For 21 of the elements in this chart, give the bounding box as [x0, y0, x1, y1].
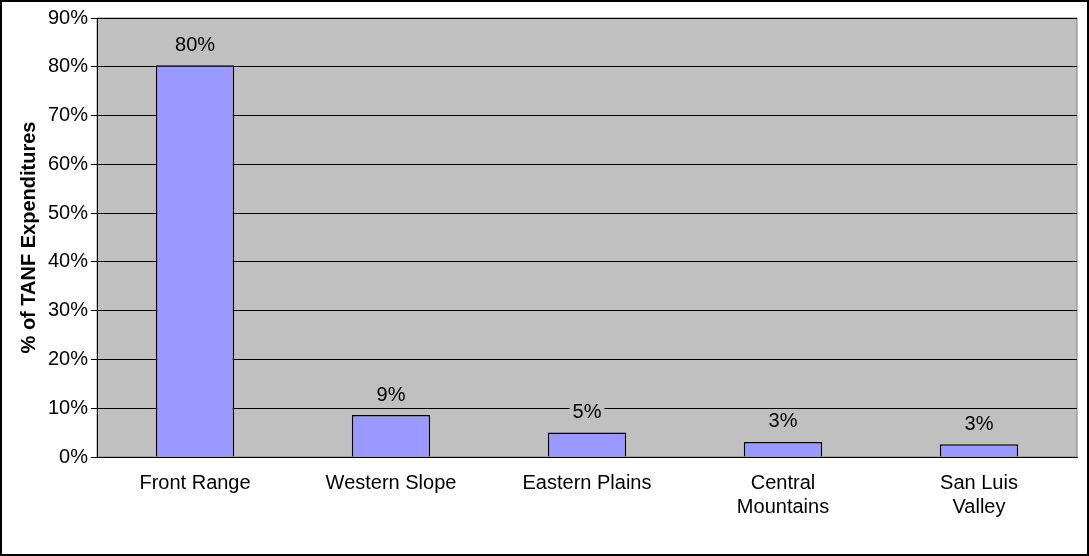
y-tick-label: 50%: [48, 200, 89, 223]
x-tick-label: Central Mountains: [736, 470, 830, 517]
y-tick-label: 70%: [48, 103, 89, 126]
y-tick-label: 10%: [48, 395, 89, 418]
data-label: 80%: [175, 32, 216, 55]
y-tick-label: 20%: [48, 346, 89, 369]
x-tick-label: San Luis Valley: [940, 470, 1018, 517]
x-tick-label: Eastern Plains: [522, 470, 652, 493]
y-tick-label: 30%: [48, 298, 89, 321]
x-tick-label: Western Slope: [325, 470, 457, 493]
y-tick-label: 40%: [48, 249, 89, 272]
y-tick-label: 60%: [48, 151, 89, 174]
data-label: 5%: [572, 400, 602, 423]
data-label: 3%: [964, 411, 994, 434]
y-tick-label: 80%: [48, 54, 89, 77]
y-axis-title: % of TANF Expenditures: [16, 121, 39, 354]
y-tick-label: 0%: [59, 444, 89, 467]
y-tick-label: 90%: [48, 5, 89, 28]
data-label: 9%: [376, 382, 406, 405]
x-tick-label: Front Range: [139, 470, 251, 493]
data-label: 3%: [768, 409, 798, 432]
